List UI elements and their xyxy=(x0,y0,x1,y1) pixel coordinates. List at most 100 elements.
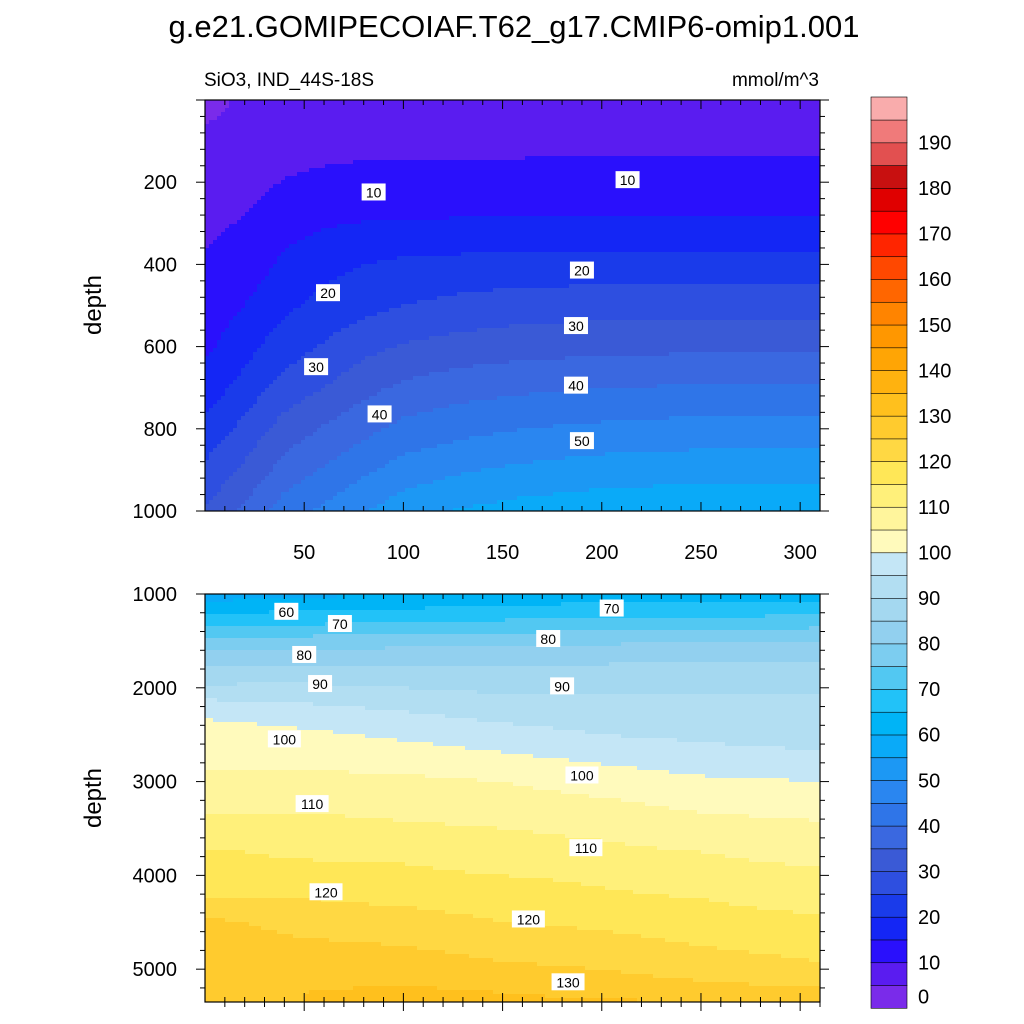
field-cell xyxy=(733,132,738,137)
field-cell xyxy=(313,132,318,137)
field-cell xyxy=(385,148,390,153)
field-cell xyxy=(569,192,574,197)
field-cell xyxy=(357,208,362,213)
field-cell xyxy=(293,148,298,153)
field-cell xyxy=(685,152,690,157)
field-cell xyxy=(801,120,806,125)
field-cell xyxy=(273,128,278,133)
field-cell xyxy=(409,152,414,157)
field-cell xyxy=(345,192,350,197)
field-cell xyxy=(741,192,746,197)
field-cell xyxy=(353,116,358,121)
field-cell xyxy=(713,132,718,137)
field-cell xyxy=(549,148,554,153)
field-cell xyxy=(629,220,634,225)
field-cell xyxy=(737,116,742,121)
field-cell xyxy=(293,120,298,125)
field-cell xyxy=(633,188,638,193)
field-cell xyxy=(505,144,510,149)
field-cell xyxy=(357,212,362,217)
field-cell xyxy=(817,116,820,121)
field-cell xyxy=(213,220,218,225)
field-cell xyxy=(281,156,286,161)
field-cell xyxy=(333,108,338,113)
field-cell xyxy=(373,136,378,141)
field-cell xyxy=(553,140,558,145)
field-cell xyxy=(629,108,634,113)
field-cell xyxy=(809,216,814,221)
field-cell xyxy=(333,120,338,125)
field-cell xyxy=(525,136,530,141)
field-cell xyxy=(737,196,742,201)
field-cell xyxy=(709,108,714,113)
field-cell xyxy=(393,216,398,221)
field-cell xyxy=(605,144,610,149)
field-cell xyxy=(293,152,298,157)
field-cell xyxy=(685,136,690,141)
field-cell xyxy=(569,116,574,121)
field-cell xyxy=(665,120,670,125)
field-cell xyxy=(717,204,722,209)
field-cell xyxy=(385,224,390,229)
field-cell xyxy=(801,164,806,169)
field-cell xyxy=(673,220,678,225)
field-cell xyxy=(269,124,274,129)
field-cell xyxy=(605,116,610,121)
field-cell xyxy=(705,112,710,117)
field-cell xyxy=(729,148,734,153)
field-cell xyxy=(297,216,302,221)
field-cell xyxy=(353,100,358,105)
field-cell xyxy=(477,200,482,205)
field-cell xyxy=(501,192,506,197)
field-cell xyxy=(545,204,550,209)
field-cell xyxy=(757,224,762,229)
field-cell xyxy=(297,132,302,137)
field-cell xyxy=(265,160,270,165)
field-cell xyxy=(657,152,662,157)
field-cell xyxy=(557,212,562,217)
field-cell xyxy=(661,176,666,181)
field-cell xyxy=(337,212,342,217)
field-cell xyxy=(329,208,334,213)
field-cell xyxy=(661,224,666,229)
field-cell xyxy=(281,224,286,229)
field-cell xyxy=(625,152,630,157)
field-cell xyxy=(377,208,382,213)
field-cell xyxy=(433,112,438,117)
field-cell xyxy=(557,224,562,229)
field-cell xyxy=(661,144,666,149)
field-cell xyxy=(813,220,818,225)
field-cell xyxy=(709,172,714,177)
field-cell xyxy=(693,164,698,169)
field-cell xyxy=(665,144,670,149)
field-cell xyxy=(297,228,302,233)
field-cell xyxy=(361,168,366,173)
field-cell xyxy=(525,224,530,229)
field-cell xyxy=(209,156,214,161)
field-cell xyxy=(485,220,490,225)
field-cell xyxy=(557,124,562,129)
field-cell xyxy=(401,136,406,141)
field-cell xyxy=(729,216,734,221)
field-cell xyxy=(361,164,366,169)
field-cell xyxy=(333,144,338,149)
field-cell xyxy=(697,208,702,213)
field-cell xyxy=(613,132,618,137)
field-cell xyxy=(557,132,562,137)
field-cell xyxy=(761,124,766,129)
field-cell xyxy=(497,172,502,177)
field-cell xyxy=(749,168,754,173)
field-cell xyxy=(597,108,602,113)
field-cell xyxy=(697,120,702,125)
field-cell xyxy=(449,128,454,133)
field-cell xyxy=(429,144,434,149)
field-cell xyxy=(289,212,294,217)
field-cell xyxy=(513,132,518,137)
field-cell xyxy=(585,212,590,217)
field-cell xyxy=(261,120,266,125)
field-cell xyxy=(341,124,346,129)
field-cell xyxy=(601,220,606,225)
field-cell xyxy=(665,100,670,105)
field-cell xyxy=(493,152,498,157)
field-cell xyxy=(385,188,390,193)
